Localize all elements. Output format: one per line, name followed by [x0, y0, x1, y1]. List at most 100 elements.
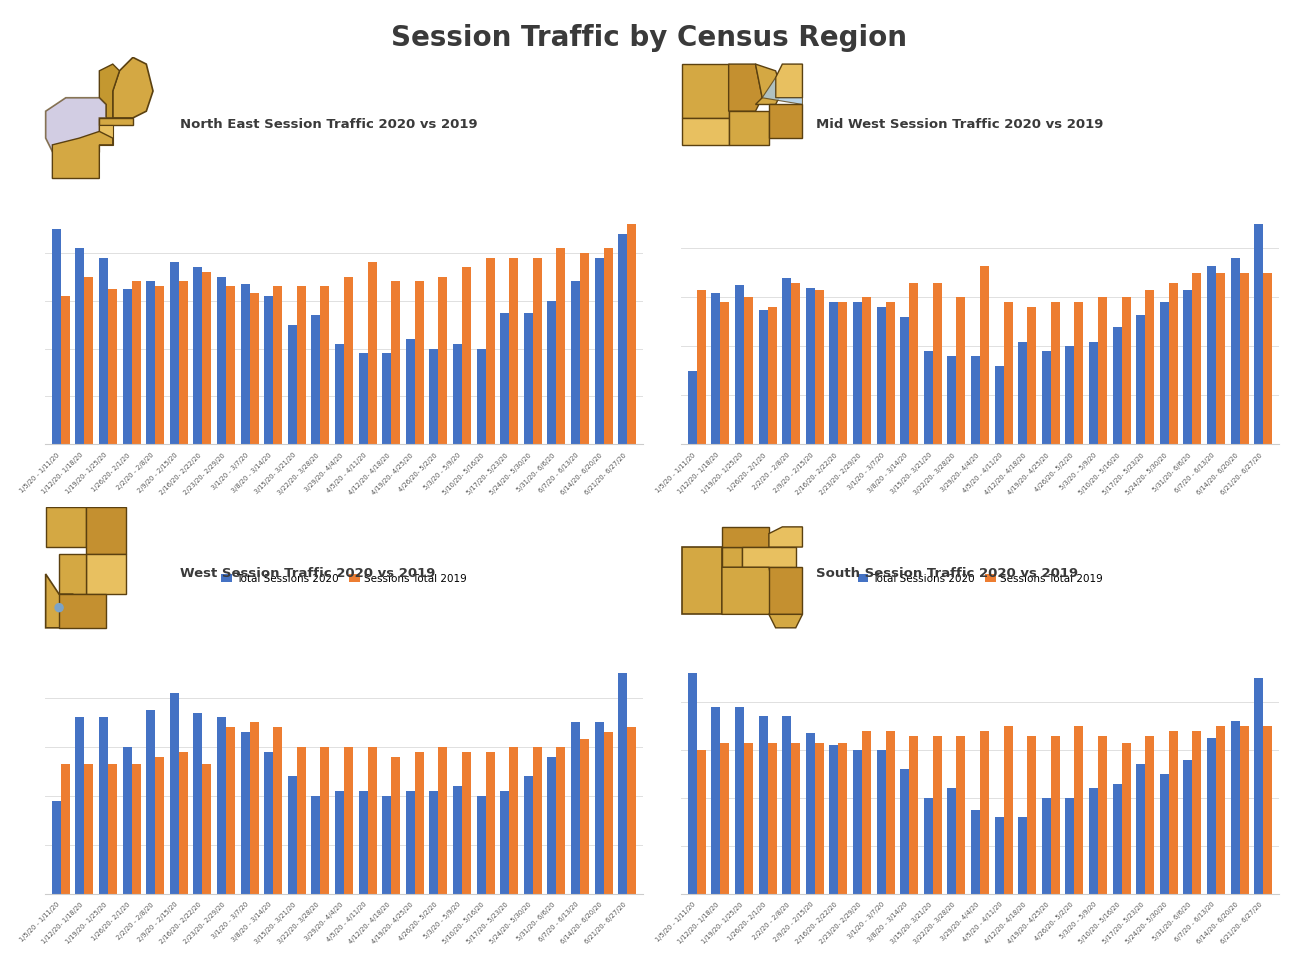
Bar [391, 756, 400, 894]
Bar [61, 295, 70, 445]
Bar [240, 284, 249, 445]
Bar [1018, 341, 1027, 445]
Bar [1121, 743, 1131, 894]
Bar [193, 712, 202, 894]
Bar [509, 257, 518, 445]
Bar [240, 732, 249, 894]
Bar [994, 817, 1003, 894]
Bar [52, 228, 61, 445]
Polygon shape [100, 118, 132, 124]
Bar [500, 791, 509, 894]
Bar [594, 723, 604, 894]
Bar [1184, 760, 1193, 894]
Bar [1136, 315, 1145, 445]
Bar [1066, 798, 1075, 894]
Bar [618, 673, 627, 894]
Text: Session Traffic by Census Region: Session Traffic by Census Region [391, 24, 907, 52]
Bar [1254, 678, 1263, 894]
Bar [453, 344, 462, 445]
Bar [406, 791, 415, 894]
Circle shape [55, 603, 64, 612]
Polygon shape [45, 574, 73, 628]
Polygon shape [722, 567, 776, 615]
Bar [618, 233, 627, 445]
Bar [815, 290, 824, 445]
Text: Mid West Session Traffic 2020 vs 2019: Mid West Session Traffic 2020 vs 2019 [815, 119, 1103, 131]
Bar [1042, 351, 1051, 445]
Polygon shape [60, 554, 86, 595]
Bar [430, 791, 439, 894]
Bar [783, 716, 792, 894]
Bar [108, 289, 117, 445]
Text: South Session Traffic 2020 vs 2019: South Session Traffic 2020 vs 2019 [815, 568, 1077, 580]
Bar [885, 302, 894, 445]
Bar [735, 706, 744, 894]
Bar [853, 302, 862, 445]
Bar [485, 257, 495, 445]
Bar [179, 751, 188, 894]
Bar [948, 789, 957, 894]
Bar [1003, 726, 1012, 894]
Bar [957, 735, 966, 894]
Polygon shape [86, 507, 126, 554]
Bar [1027, 307, 1036, 445]
Bar [933, 735, 942, 894]
Bar [476, 349, 485, 445]
Bar [1027, 735, 1036, 894]
Bar [265, 751, 273, 894]
Polygon shape [762, 77, 802, 104]
Bar [391, 281, 400, 445]
Bar [862, 297, 871, 445]
Bar [971, 810, 980, 894]
Bar [783, 278, 792, 445]
Bar [580, 739, 589, 894]
Bar [1098, 735, 1107, 894]
Bar [720, 743, 729, 894]
Bar [1042, 798, 1051, 894]
Bar [1145, 290, 1154, 445]
Bar [439, 276, 448, 445]
Bar [1263, 273, 1272, 445]
Bar [758, 716, 767, 894]
Bar [524, 313, 532, 445]
Bar [548, 756, 557, 894]
Bar [957, 297, 966, 445]
Bar [557, 248, 566, 445]
Bar [604, 248, 613, 445]
Bar [744, 297, 753, 445]
Bar [839, 302, 848, 445]
Bar [1051, 735, 1059, 894]
Bar [217, 276, 226, 445]
Bar [335, 344, 344, 445]
Bar [217, 717, 226, 894]
Bar [1263, 726, 1272, 894]
Bar [853, 750, 862, 894]
Bar [688, 371, 697, 445]
Bar [924, 798, 933, 894]
Bar [1075, 726, 1084, 894]
Bar [462, 267, 471, 445]
Bar [1184, 290, 1193, 445]
Bar [1168, 730, 1177, 894]
Bar [156, 756, 164, 894]
Bar [509, 747, 518, 894]
Bar [720, 302, 729, 445]
Polygon shape [52, 131, 113, 179]
Bar [1254, 224, 1263, 445]
Bar [815, 743, 824, 894]
Bar [99, 717, 108, 894]
Bar [453, 786, 462, 894]
Bar [524, 776, 532, 894]
Bar [122, 289, 131, 445]
Bar [170, 262, 179, 445]
Bar [557, 747, 566, 894]
Bar [476, 795, 485, 894]
Bar [226, 728, 235, 894]
Bar [131, 281, 140, 445]
Bar [122, 747, 131, 894]
Polygon shape [742, 547, 796, 567]
Bar [1160, 774, 1168, 894]
Bar [571, 281, 580, 445]
Polygon shape [728, 111, 768, 145]
Bar [1240, 726, 1249, 894]
